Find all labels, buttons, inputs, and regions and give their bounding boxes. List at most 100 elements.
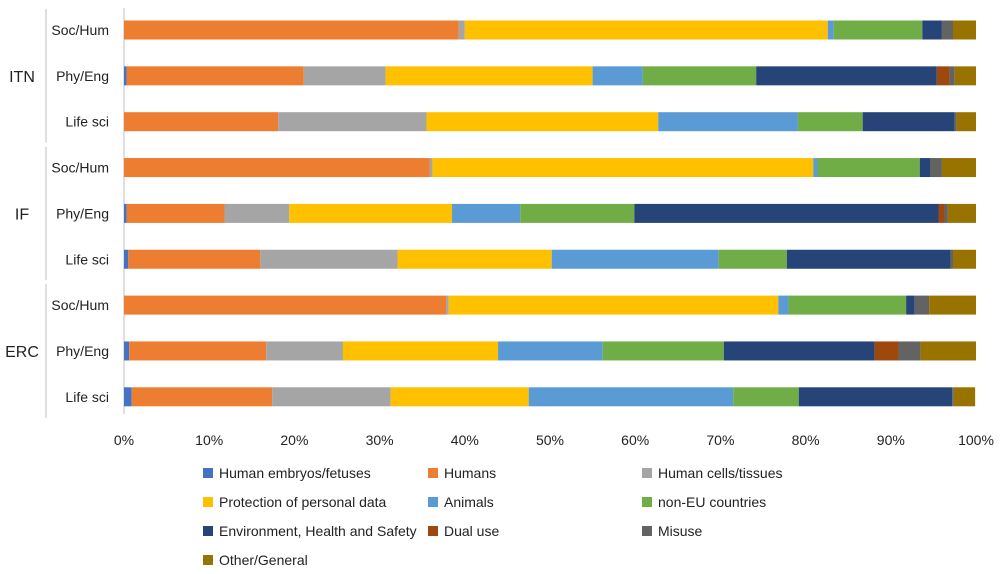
bar-segment-itn-phy-eng-animals bbox=[592, 66, 643, 86]
bar-segment-erc-phy-eng-non-eu-countries bbox=[602, 341, 724, 361]
bar-segment-if-phy-eng-animals bbox=[452, 203, 521, 223]
bar-segment-erc-life-sci-other-general bbox=[953, 387, 976, 407]
bar-segment-erc-soc-hum-non-eu-countries bbox=[788, 295, 907, 315]
legend-item-non-eu-countries: non-EU countries bbox=[642, 494, 766, 510]
bar-segment-itn-phy-eng-misuse bbox=[949, 66, 955, 86]
bar-segment-itn-soc-hum-animals bbox=[827, 20, 834, 40]
legend-item-animals: Animals bbox=[428, 494, 494, 510]
bar-segment-erc-soc-hum-protection-of-personal-data bbox=[448, 295, 779, 315]
category-label-erc-soc-hum: Soc/Hum bbox=[51, 297, 109, 313]
bar-segment-itn-phy-eng-dual-use bbox=[936, 66, 950, 86]
bar-segment-erc-soc-hum-humans bbox=[124, 295, 447, 315]
category-label-itn-life-sci: Life sci bbox=[65, 114, 109, 130]
legend-label-non-eu-countries: non-EU countries bbox=[658, 494, 766, 510]
bar-segment-erc-phy-eng-misuse bbox=[898, 341, 921, 361]
bar-segment-erc-life-sci-human-embryos-fetuses bbox=[124, 387, 132, 407]
bar-segment-itn-phy-eng-protection-of-personal-data bbox=[385, 66, 593, 86]
bar-segment-erc-life-sci-protection-of-personal-data bbox=[390, 387, 529, 407]
bar-segment-erc-soc-hum-misuse bbox=[914, 295, 930, 315]
legend-swatch-animals bbox=[428, 497, 438, 507]
bar-segment-if-life-sci-humans bbox=[128, 249, 261, 269]
x-tick-label: 40% bbox=[451, 432, 479, 448]
legend-item-dual-use: Dual use bbox=[428, 523, 499, 539]
legend-label-human-embryos-fetuses: Human embryos/fetuses bbox=[219, 465, 371, 481]
bar-segment-erc-phy-eng-humans bbox=[129, 341, 267, 361]
legend-swatch-environment-health-and-safety bbox=[203, 526, 213, 536]
legend-swatch-protection-of-personal-data bbox=[203, 497, 213, 507]
bar-segment-if-life-sci-non-eu-countries bbox=[718, 249, 787, 269]
category-label-itn-phy-eng: Phy/Eng bbox=[56, 68, 109, 84]
bar-segment-if-phy-eng-human-cells-tissues bbox=[224, 203, 290, 223]
bar-segment-erc-soc-hum-human-cells-tissues bbox=[446, 295, 449, 315]
bar-segment-erc-soc-hum-other-general bbox=[929, 295, 976, 315]
bar-segment-erc-life-sci-humans bbox=[131, 387, 273, 407]
bar-segment-itn-soc-hum-protection-of-personal-data bbox=[464, 20, 828, 40]
legend-item-human-embryos-fetuses: Human embryos/fetuses bbox=[203, 465, 371, 481]
bar-segment-if-soc-hum-animals bbox=[813, 158, 818, 178]
legend: Human embryos/fetuses Humans Human cells/t… bbox=[203, 465, 783, 568]
bar-segment-itn-life-sci-other-general bbox=[956, 112, 976, 132]
bar-segment-itn-phy-eng-human-cells-tissues bbox=[303, 66, 386, 86]
x-tick-label: 10% bbox=[195, 432, 223, 448]
group-label-itn: ITN bbox=[9, 69, 35, 86]
bar-segment-erc-life-sci-environment-health-and-safety bbox=[798, 387, 953, 407]
bar-segment-if-life-sci-animals bbox=[551, 249, 719, 269]
category-label-if-phy-eng: Phy/Eng bbox=[56, 205, 109, 221]
group-label-erc: ERC bbox=[5, 344, 39, 361]
category-label-if-soc-hum: Soc/Hum bbox=[51, 160, 109, 176]
group-label-if: IF bbox=[15, 206, 29, 223]
bar-segment-erc-phy-eng-human-cells-tissues bbox=[266, 341, 343, 361]
bar-segment-itn-life-sci-animals bbox=[658, 112, 798, 132]
bar-segment-itn-life-sci-environment-health-and-safety bbox=[862, 112, 955, 132]
category-label-erc-life-sci: Life sci bbox=[65, 389, 109, 405]
legend-swatch-dual-use bbox=[428, 526, 438, 536]
bar-segment-itn-phy-eng-environment-health-and-safety bbox=[756, 66, 937, 86]
bar-segment-if-phy-eng-misuse bbox=[944, 203, 948, 223]
bar-segment-if-soc-hum-non-eu-countries bbox=[817, 158, 920, 178]
legend-label-other-general: Other/General bbox=[219, 552, 308, 568]
bar-segment-itn-life-sci-humans bbox=[124, 112, 279, 132]
bar-segment-itn-life-sci-misuse bbox=[954, 112, 957, 132]
bar-segment-if-phy-eng-environment-health-and-safety bbox=[634, 203, 939, 223]
bar-segment-erc-phy-eng-human-embryos-fetuses bbox=[124, 341, 130, 361]
bar-segment-erc-life-sci-human-cells-tissues bbox=[272, 387, 391, 407]
legend-swatch-non-eu-countries bbox=[642, 497, 652, 507]
bar-segment-erc-soc-hum-environment-health-and-safety bbox=[906, 295, 915, 315]
bar-segment-itn-life-sci-human-cells-tissues bbox=[278, 112, 427, 132]
bar-segment-erc-life-sci-animals bbox=[528, 387, 734, 407]
legend-item-humans: Humans bbox=[428, 465, 496, 481]
x-tick-label: 50% bbox=[536, 432, 564, 448]
group-labels: ITN IF ERC bbox=[5, 69, 39, 361]
bar-segment-itn-soc-hum-environment-health-and-safety bbox=[922, 20, 942, 40]
x-tick-label: 0% bbox=[114, 432, 134, 448]
bar-segment-if-life-sci-human-cells-tissues bbox=[260, 249, 398, 269]
bar-segment-itn-phy-eng-non-eu-countries bbox=[642, 66, 757, 86]
bar-segment-if-phy-eng-dual-use bbox=[938, 203, 945, 223]
category-label-if-life-sci: Life sci bbox=[65, 251, 109, 267]
bar-segment-if-life-sci-misuse bbox=[950, 249, 953, 269]
legend-label-dual-use: Dual use bbox=[444, 523, 499, 539]
bar-segment-if-life-sci-protection-of-personal-data bbox=[397, 249, 552, 269]
bar-segment-erc-soc-hum-animals bbox=[778, 295, 789, 315]
bar-segment-itn-soc-hum-human-cells-tissues bbox=[458, 20, 465, 40]
bar-segment-erc-life-sci-non-eu-countries bbox=[733, 387, 799, 407]
bar-segment-itn-phy-eng-human-embryos-fetuses bbox=[124, 66, 127, 86]
legend-label-protection-of-personal-data: Protection of personal data bbox=[219, 494, 387, 510]
x-tick-label: 20% bbox=[280, 432, 308, 448]
x-tick-labels: 0% 10% 20% 30% 40% 50% 60% 70% 80% 90% 100% bbox=[114, 432, 994, 448]
bar-segment-if-soc-hum-other-general bbox=[941, 158, 976, 178]
legend-label-environment-health-and-safety: Environment, Health and Safety bbox=[219, 523, 417, 539]
x-tick-label: 100% bbox=[958, 432, 994, 448]
x-tick-label: 60% bbox=[621, 432, 649, 448]
x-tick-label: 70% bbox=[706, 432, 734, 448]
x-tick-label: 80% bbox=[792, 432, 820, 448]
legend-item-misuse: Misuse bbox=[642, 523, 703, 539]
bar-segment-itn-soc-hum-misuse bbox=[941, 20, 953, 40]
bar-segment-if-phy-eng-humans bbox=[126, 203, 225, 223]
bar-segment-if-soc-hum-environment-health-and-safety bbox=[919, 158, 930, 178]
legend-item-environment-health-and-safety: Environment, Health and Safety bbox=[203, 523, 417, 539]
bar-segment-erc-phy-eng-protection-of-personal-data bbox=[342, 341, 499, 361]
legend-label-misuse: Misuse bbox=[658, 523, 703, 539]
bar-segment-if-life-sci-other-general bbox=[952, 249, 976, 269]
